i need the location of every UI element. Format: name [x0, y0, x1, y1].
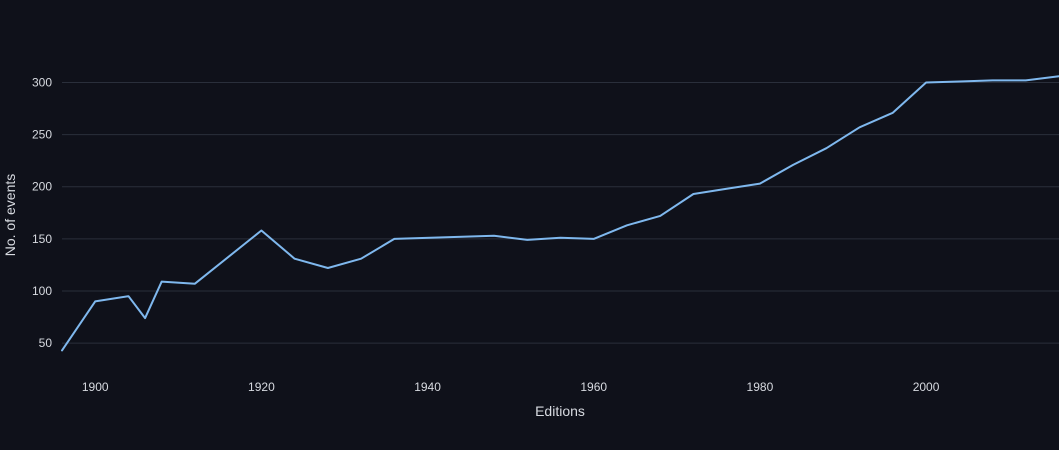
y-axis-title: No. of events — [2, 174, 18, 257]
x-tick-label: 1940 — [414, 380, 441, 394]
series-layer — [61, 75, 1059, 352]
x-tick-label: 1960 — [580, 380, 607, 394]
y-tick-label: 200 — [32, 180, 52, 194]
y-axis-ticks: 50 100 150 200 250 300 — [32, 76, 52, 351]
x-axis-title: Editions — [535, 403, 585, 419]
x-tick-label: 1980 — [747, 380, 774, 394]
x-axis-ticks: 1900 1920 1940 1960 1980 2000 — [82, 380, 940, 394]
y-tick-label: 250 — [32, 128, 52, 142]
gridlines — [62, 82, 1059, 344]
y-tick-label: 100 — [32, 284, 52, 298]
series-line — [61, 75, 1059, 352]
x-tick-label: 1900 — [82, 380, 109, 394]
x-tick-label: 2000 — [913, 380, 940, 394]
y-tick-label: 300 — [32, 76, 52, 90]
y-tick-label: 50 — [39, 336, 53, 350]
x-tick-label: 1920 — [248, 380, 275, 394]
y-tick-label: 150 — [32, 232, 52, 246]
